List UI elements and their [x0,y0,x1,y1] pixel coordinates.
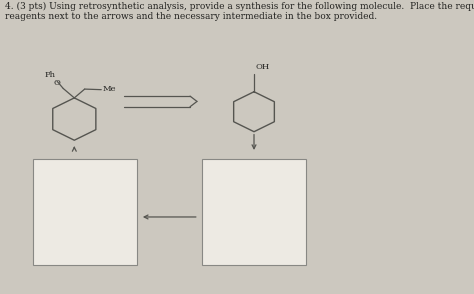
Text: OH: OH [256,63,270,71]
Text: Ph: Ph [45,71,56,79]
Bar [33,159,137,265]
Text: O: O [54,79,61,87]
Bar [202,159,306,265]
Text: Me: Me [103,85,117,93]
Text: 4. (3 pts) Using retrosynthetic analysis, provide a synthesis for the following : 4. (3 pts) Using retrosynthetic analysis… [5,1,474,21]
